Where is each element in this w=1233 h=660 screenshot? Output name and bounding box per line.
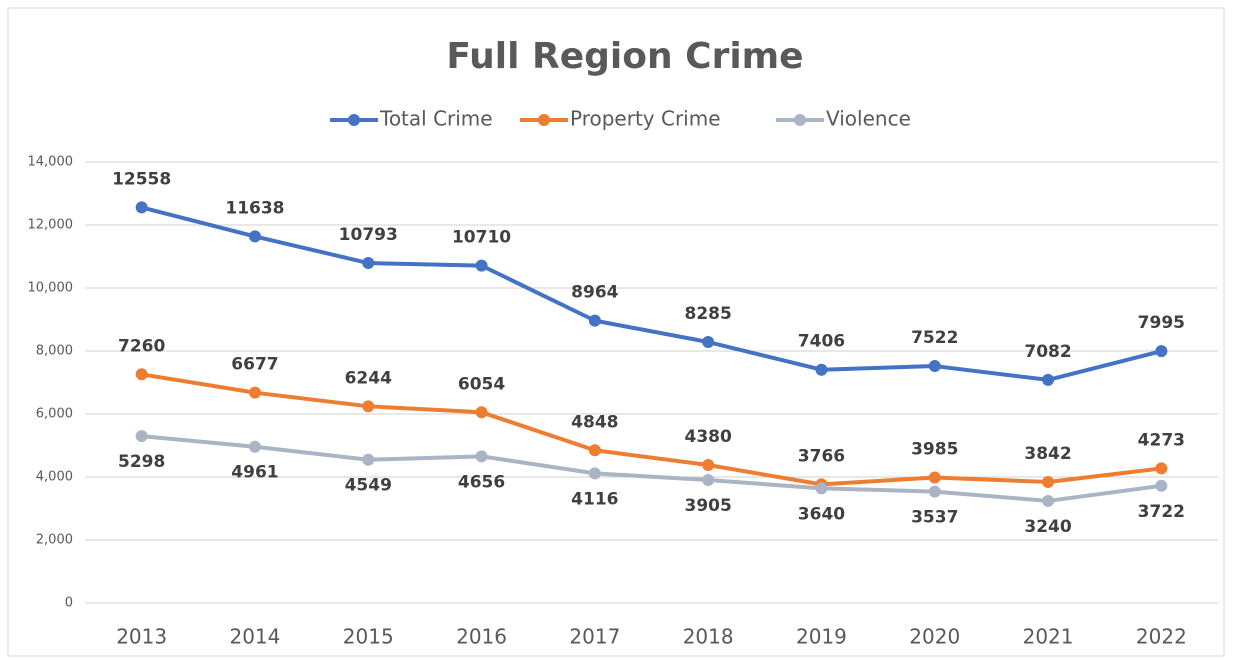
point [1155,479,1168,492]
legend-marker [794,114,806,126]
point [475,450,488,463]
point [928,485,941,498]
y-tick-label: 8,000 [36,344,73,359]
y-tick-label: 12,000 [28,218,74,233]
y-tick-label: 14,000 [28,155,74,170]
data-label: 5298 [118,452,165,472]
point [928,360,941,373]
data-label: 11638 [225,198,284,218]
x-tick-label: 2013 [116,625,167,649]
point [475,406,488,419]
point [1042,475,1055,488]
point [248,440,261,453]
data-label: 4549 [345,476,392,496]
data-label: 7082 [1024,342,1071,362]
point [248,386,261,399]
chart-border [7,7,1225,657]
data-label: 10793 [339,225,398,245]
point [362,400,375,413]
point [702,473,715,486]
y-tick-label: 6,000 [36,407,73,422]
data-label: 6054 [458,374,505,394]
data-label: 3842 [1024,444,1071,464]
y-tick-label: 0 [65,596,73,611]
x-tick-label: 2022 [1136,625,1187,649]
series-line [141,205,1162,382]
data-label: 6244 [345,368,392,388]
data-label: 3240 [1024,517,1071,537]
data-label: 3905 [684,496,731,516]
data-label: 7406 [798,332,845,352]
point [588,314,601,327]
data-label: 4273 [1138,430,1185,450]
data-label: 3985 [911,439,958,459]
x-tick-label: 2017 [569,625,620,649]
x-tick-label: 2015 [343,625,394,649]
point [248,230,261,243]
data-label: 3722 [1138,502,1185,522]
point [1042,494,1055,507]
data-label: 4656 [458,472,505,492]
data-label: 7995 [1138,313,1185,333]
data-label: 3640 [798,504,845,524]
point [702,336,715,349]
data-label: 7260 [118,336,165,356]
series-line [141,434,1162,503]
data-label: 12558 [112,169,171,189]
point [815,363,828,376]
x-tick-label: 2014 [229,625,280,649]
point [815,482,828,495]
y-tick-label: 4,000 [36,470,73,485]
point [588,444,601,457]
legend-label: Property Crime [570,107,721,131]
legend-label: Violence [826,107,911,131]
data-label: 4116 [571,489,618,509]
point [362,257,375,270]
point [1042,373,1055,386]
point [135,201,148,214]
point [1155,345,1168,358]
data-label: 3537 [911,508,958,528]
legend-label: Total Crime [379,107,493,131]
x-tick-label: 2019 [796,625,847,649]
y-tick-label: 2,000 [36,533,73,548]
point [702,459,715,472]
x-tick-label: 2020 [909,625,960,649]
y-tick-label: 10,000 [28,281,74,296]
data-label: 6677 [231,355,278,375]
data-label: 10710 [452,228,511,248]
x-tick-label: 2021 [1023,625,1074,649]
data-label: 4961 [231,463,278,483]
chart-title: Full Region Crime [446,36,803,77]
x-tick-label: 2018 [683,625,734,649]
data-label: 7522 [911,328,958,348]
data-label: 3766 [798,446,845,466]
point [1155,462,1168,475]
point [475,259,488,272]
point [588,467,601,480]
x-tick-label: 2016 [456,625,507,649]
point [928,471,941,484]
data-label: 4380 [684,427,731,447]
legend-marker [538,114,550,126]
series-line [141,372,1162,487]
point [135,368,148,381]
legend-marker [348,114,360,126]
data-label: 8964 [571,283,618,303]
point [362,453,375,466]
data-label: 4848 [571,412,618,432]
point [135,430,148,443]
data-label: 8285 [684,304,731,324]
